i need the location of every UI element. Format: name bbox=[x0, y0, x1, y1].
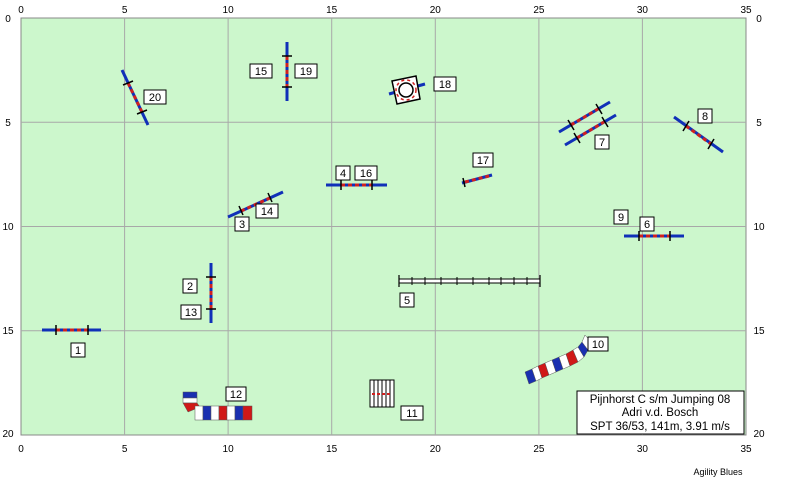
info-box: Pijnhorst C s/m Jumping 08 Adri v.d. Bos… bbox=[576, 390, 745, 435]
label-18: 18 bbox=[439, 79, 451, 91]
y-tick-left-10: 10 bbox=[2, 222, 14, 233]
x-tick-top-5: 5 bbox=[122, 5, 128, 16]
y-tick-left-15: 15 bbox=[2, 326, 14, 337]
obstacle-9-6-jump: 9 6 bbox=[613, 209, 684, 241]
x-tick-bottom-15: 15 bbox=[326, 444, 338, 455]
y-tick-right-5: 5 bbox=[756, 118, 762, 129]
label-14: 14 bbox=[261, 206, 273, 218]
y-tick-right-10: 10 bbox=[753, 222, 765, 233]
obstacle-11-weave: 11 bbox=[369, 379, 424, 421]
label-16: 16 bbox=[360, 168, 372, 180]
label-1: 1 bbox=[75, 345, 81, 357]
x-tick-top-0: 0 bbox=[18, 5, 24, 16]
x-tick-bottom-10: 10 bbox=[223, 444, 235, 455]
x-tick-bottom-25: 25 bbox=[533, 444, 545, 455]
obstacle-15-19-jump: 15 19 bbox=[249, 42, 318, 101]
obstacle-17-jump: 17 bbox=[461, 152, 494, 188]
label-15: 15 bbox=[255, 66, 267, 78]
x-tick-top-30: 30 bbox=[637, 5, 649, 16]
label-5: 5 bbox=[404, 295, 410, 307]
axis-labels: 0 5 10 15 20 25 30 35 0 5 10 15 20 25 30… bbox=[2, 5, 765, 455]
label-13: 13 bbox=[185, 307, 197, 319]
y-tick-left-20: 20 bbox=[2, 429, 14, 440]
obstacle-4-16-jump: 4 16 bbox=[326, 165, 387, 190]
course-stats: SPT 36/53, 141m, 3.91 m/s bbox=[590, 421, 730, 433]
obstacle-18-tyre: 18 bbox=[388, 75, 457, 105]
y-tick-left-0: 0 bbox=[5, 14, 11, 25]
label-8: 8 bbox=[702, 111, 708, 123]
label-3: 3 bbox=[239, 219, 245, 231]
x-tick-top-15: 15 bbox=[326, 5, 338, 16]
obstacle-12-tunnel: 12 bbox=[182, 386, 253, 421]
x-tick-bottom-5: 5 bbox=[122, 444, 128, 455]
x-tick-top-25: 25 bbox=[533, 5, 545, 16]
obstacle-3-14-jump: 3 14 bbox=[227, 190, 284, 232]
y-tick-right-0: 0 bbox=[756, 14, 762, 25]
obstacle-2-13-jump: 2 13 bbox=[180, 263, 216, 323]
x-tick-bottom-20: 20 bbox=[430, 444, 442, 455]
y-tick-right-15: 15 bbox=[753, 326, 765, 337]
obstacle-5-dogwalk: 5 bbox=[398, 275, 541, 308]
x-tick-bottom-30: 30 bbox=[637, 444, 649, 455]
label-20: 20 bbox=[149, 92, 161, 104]
obstacle-8-jump: 8 bbox=[673, 108, 724, 154]
judge-name: Adri v.d. Bosch bbox=[622, 407, 699, 419]
obstacle-20-jump: 20 bbox=[120, 69, 167, 126]
x-tick-top-20: 20 bbox=[430, 5, 442, 16]
y-tick-left-5: 5 bbox=[5, 118, 11, 129]
label-9: 9 bbox=[618, 212, 624, 224]
label-17: 17 bbox=[477, 155, 489, 167]
label-4: 4 bbox=[340, 168, 346, 180]
obstacle-10-tunnel: 10 bbox=[524, 334, 609, 385]
y-tick-right-20: 20 bbox=[753, 429, 765, 440]
label-12: 12 bbox=[230, 389, 242, 401]
label-6: 6 bbox=[644, 219, 650, 231]
label-19: 19 bbox=[300, 66, 312, 78]
credit-text: Agility Blues bbox=[693, 467, 743, 477]
x-tick-top-35: 35 bbox=[740, 5, 752, 16]
label-10: 10 bbox=[592, 339, 604, 351]
label-11: 11 bbox=[406, 408, 417, 420]
x-tick-bottom-35: 35 bbox=[740, 444, 752, 455]
label-7: 7 bbox=[599, 137, 605, 149]
obstacle-1-jump: 1 bbox=[42, 325, 101, 358]
label-2: 2 bbox=[187, 281, 193, 293]
x-tick-bottom-0: 0 bbox=[18, 444, 24, 455]
course-title: Pijnhorst C s/m Jumping 08 bbox=[590, 394, 731, 406]
obstacle-7-double-jump: 7 bbox=[558, 100, 617, 150]
x-tick-top-10: 10 bbox=[223, 5, 235, 16]
